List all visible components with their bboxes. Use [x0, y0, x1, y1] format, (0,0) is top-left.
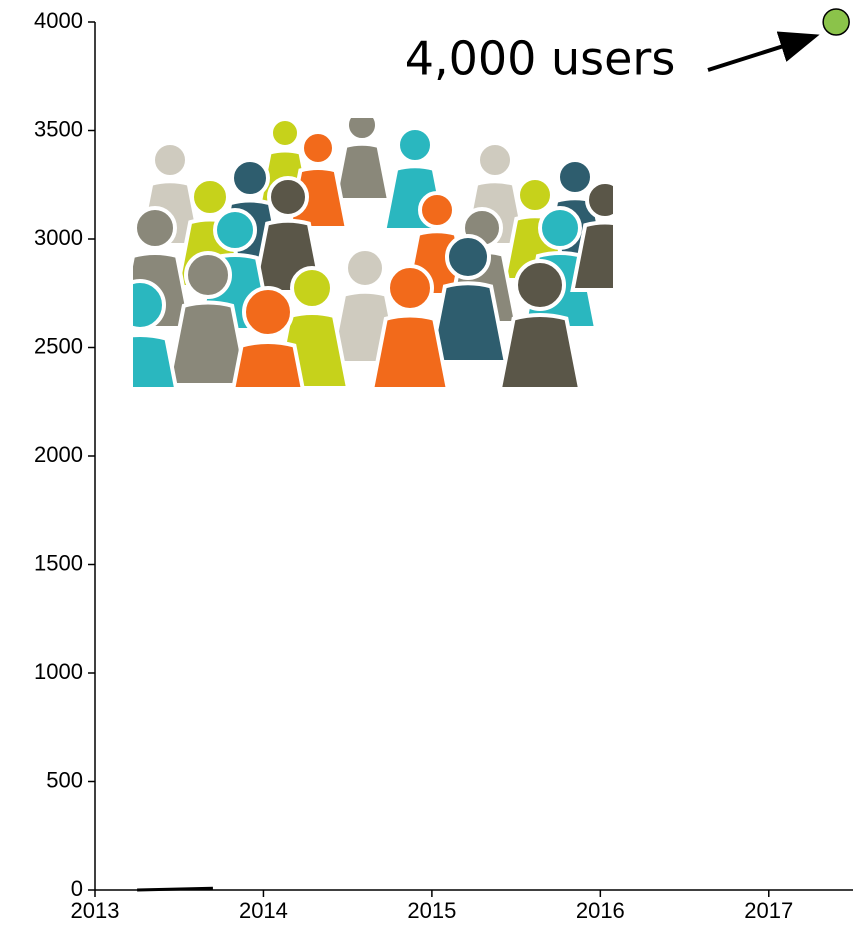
person-body: [570, 220, 613, 292]
person-body: [427, 281, 509, 364]
y-tick-label: 0: [71, 876, 83, 901]
crowd-illustration: [133, 118, 613, 387]
person-head: [184, 251, 232, 299]
person-head: [386, 264, 434, 312]
x-tick-label: 2015: [407, 898, 456, 923]
data-line: [137, 886, 213, 892]
person-head: [290, 266, 334, 310]
person-body: [165, 300, 251, 387]
x-tick-label: 2017: [744, 898, 793, 923]
person-head: [514, 259, 566, 311]
person-head: [133, 279, 166, 331]
person-head: [585, 180, 613, 220]
person-head: [230, 158, 270, 198]
person-head: [344, 247, 386, 289]
person-body: [133, 333, 178, 387]
y-tick-label: 2500: [34, 333, 83, 358]
annotation-arrow: [707, 31, 820, 72]
person-head: [133, 206, 177, 250]
person-head: [213, 208, 257, 252]
person-head: [516, 176, 554, 214]
person-head: [556, 158, 594, 196]
y-tick-label: 4000: [34, 8, 83, 33]
y-tick-label: 3000: [34, 225, 83, 250]
person-body: [370, 313, 450, 387]
person-head: [445, 234, 491, 280]
y-tick-label: 1500: [34, 550, 83, 575]
x-tick-label: 2013: [71, 898, 120, 923]
person-body: [332, 141, 392, 202]
person-body: [498, 313, 582, 387]
person-head: [267, 176, 309, 218]
person-head: [476, 141, 514, 179]
person-head: [396, 126, 434, 164]
person-head: [190, 177, 230, 217]
person-head: [242, 286, 294, 338]
x-tick-label: 2014: [239, 898, 288, 923]
person-head: [538, 206, 582, 250]
x-tick-label: 2016: [576, 898, 625, 923]
y-tick-label: 2000: [34, 442, 83, 467]
person-head: [151, 141, 189, 179]
highlight-point: [822, 8, 850, 36]
person-head: [300, 130, 336, 166]
person-head: [418, 191, 456, 229]
y-tick-label: 3500: [34, 116, 83, 141]
y-tick-label: 1000: [34, 659, 83, 684]
person-head: [345, 118, 379, 142]
person-head: [269, 118, 301, 149]
person-body: [231, 340, 305, 387]
annotation: 4,000 users: [405, 32, 676, 86]
y-tick-label: 500: [46, 767, 83, 792]
